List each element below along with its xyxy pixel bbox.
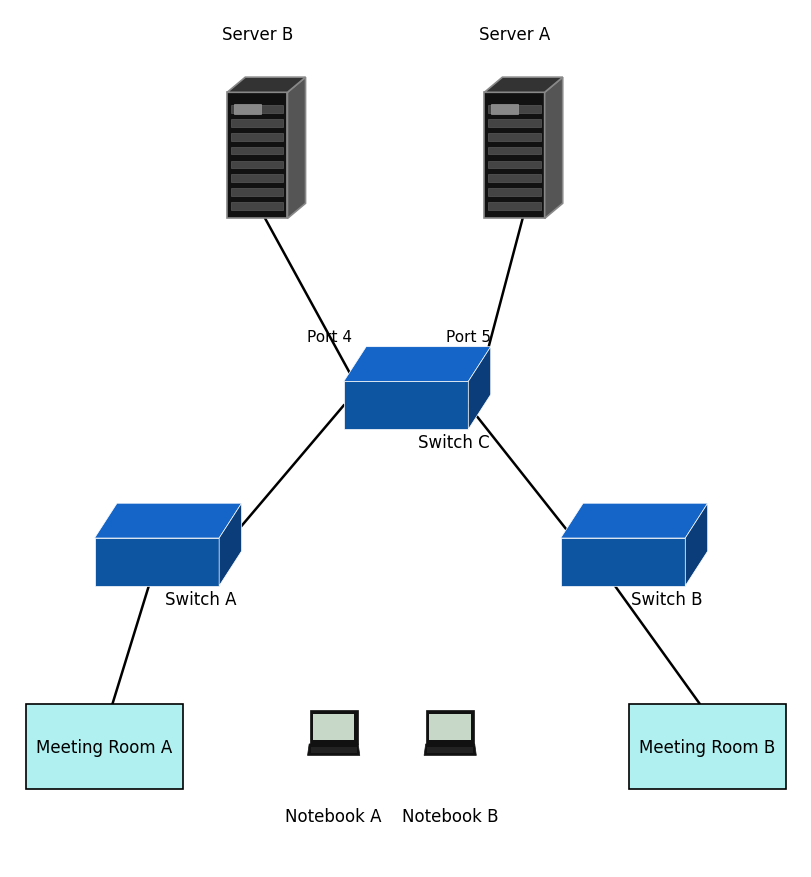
Text: Port 4: Port 4 [307, 330, 352, 345]
Polygon shape [544, 78, 562, 219]
FancyBboxPatch shape [490, 104, 517, 115]
Polygon shape [219, 503, 241, 586]
Text: Switch B: Switch B [631, 590, 702, 608]
FancyBboxPatch shape [312, 714, 354, 740]
Polygon shape [227, 78, 305, 93]
FancyBboxPatch shape [231, 175, 283, 183]
FancyBboxPatch shape [487, 203, 540, 210]
Polygon shape [483, 78, 562, 93]
FancyBboxPatch shape [487, 189, 540, 196]
Polygon shape [343, 382, 468, 430]
Polygon shape [684, 503, 707, 586]
FancyBboxPatch shape [487, 120, 540, 128]
FancyBboxPatch shape [231, 120, 283, 128]
FancyBboxPatch shape [311, 746, 356, 753]
Text: Meeting Room B: Meeting Room B [638, 738, 775, 756]
FancyBboxPatch shape [231, 134, 283, 141]
FancyBboxPatch shape [487, 147, 540, 155]
Polygon shape [560, 538, 684, 586]
Text: Port 5: Port 5 [445, 330, 491, 345]
FancyBboxPatch shape [483, 93, 544, 219]
Polygon shape [94, 503, 241, 538]
Text: Meeting Room A: Meeting Room A [36, 738, 173, 756]
Text: Switch C: Switch C [418, 434, 489, 452]
FancyBboxPatch shape [429, 714, 470, 740]
FancyBboxPatch shape [231, 189, 283, 196]
FancyBboxPatch shape [487, 106, 540, 114]
Polygon shape [423, 744, 476, 756]
FancyBboxPatch shape [427, 746, 473, 753]
Text: Server A: Server A [478, 25, 549, 44]
FancyBboxPatch shape [227, 93, 287, 219]
Text: Notebook A: Notebook A [285, 808, 381, 825]
Text: Notebook B: Notebook B [401, 808, 498, 825]
FancyBboxPatch shape [231, 147, 283, 155]
Polygon shape [287, 78, 305, 219]
Polygon shape [560, 503, 707, 538]
FancyBboxPatch shape [487, 161, 540, 169]
Text: Switch A: Switch A [165, 590, 237, 608]
FancyBboxPatch shape [231, 106, 283, 114]
Polygon shape [343, 347, 490, 382]
FancyBboxPatch shape [487, 175, 540, 183]
FancyBboxPatch shape [309, 710, 358, 744]
FancyBboxPatch shape [231, 161, 283, 169]
FancyBboxPatch shape [487, 134, 540, 141]
Polygon shape [307, 744, 359, 756]
FancyBboxPatch shape [426, 710, 474, 744]
FancyBboxPatch shape [231, 203, 283, 210]
Text: Server B: Server B [221, 25, 293, 44]
Polygon shape [94, 538, 219, 586]
FancyBboxPatch shape [234, 104, 260, 115]
FancyBboxPatch shape [26, 704, 182, 789]
Polygon shape [468, 347, 490, 430]
FancyBboxPatch shape [629, 704, 785, 789]
